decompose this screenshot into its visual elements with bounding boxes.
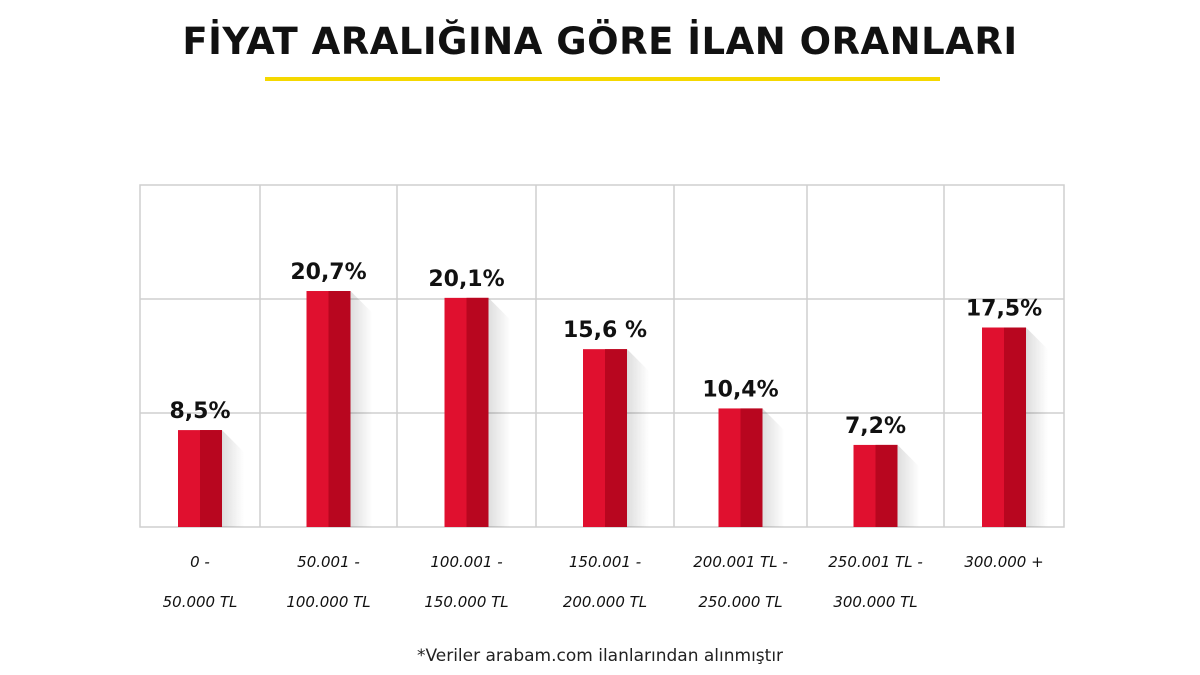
- category-label: 0 -: [190, 553, 210, 571]
- category-label: 100.001 -: [430, 553, 502, 571]
- bar-shadow: [1026, 327, 1048, 527]
- data-label: 8,5%: [169, 399, 230, 424]
- category-label: 200.000 TL: [563, 593, 647, 611]
- bar-shadow: [488, 297, 511, 527]
- category-label: 50.000 TL: [163, 593, 238, 611]
- data-label: 17,5%: [966, 297, 1042, 322]
- bar-shadow: [762, 408, 785, 527]
- bar-shade: [875, 444, 898, 527]
- bar-shade: [328, 291, 351, 527]
- bar-shadow: [222, 430, 244, 527]
- source-footnote: *Veriler arabam.com ilanlarından alınmış…: [416, 646, 784, 666]
- bar-chart: 8,5% 0 - 50.000 TL 20,7% 50.001 - 100.000 TL 2…: [139, 184, 1065, 611]
- category-label: 50.001 -: [297, 553, 360, 571]
- bar-shadow: [350, 291, 373, 527]
- category-label: 200.001 TL -: [693, 553, 788, 571]
- bar-shadow: [627, 349, 649, 527]
- data-label: 20,1%: [428, 267, 504, 292]
- category-label: 250.001 TL -: [828, 553, 923, 571]
- data-label: 7,2%: [845, 414, 906, 439]
- chart-title: FİYAT ARALIĞINA GÖRE İLAN ORANLARI: [182, 20, 1018, 63]
- bar-shade: [740, 408, 763, 527]
- category-label: 100.000 TL: [286, 593, 370, 611]
- bar-shade: [466, 297, 489, 527]
- bar-shadow: [897, 444, 920, 527]
- bar-shade: [605, 349, 627, 527]
- title-underline: [265, 77, 940, 81]
- data-label: 20,7%: [290, 260, 366, 285]
- category-label: 300.000 +: [964, 553, 1043, 571]
- bar-shade: [200, 430, 222, 527]
- bar-shade: [1004, 327, 1026, 527]
- category-label: 150.000 TL: [424, 593, 508, 611]
- category-label: 250.000 TL: [698, 593, 782, 611]
- data-label: 10,4%: [702, 377, 778, 402]
- category-label: 300.000 TL: [833, 593, 917, 611]
- data-label: 15,6 %: [563, 318, 647, 343]
- category-label: 150.001 -: [569, 553, 641, 571]
